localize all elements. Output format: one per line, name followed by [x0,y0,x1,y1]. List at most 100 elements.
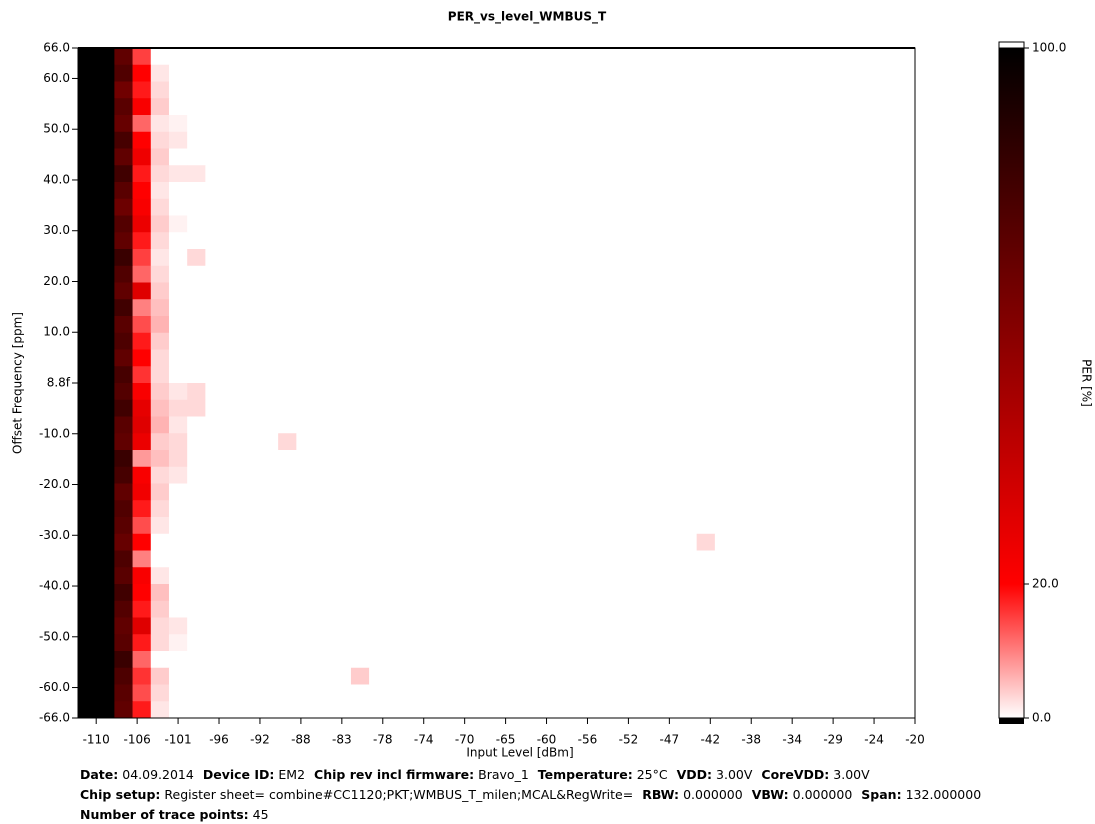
heatmap-cell [860,399,879,417]
heatmap-cell [132,466,152,484]
heatmap-cell [187,131,206,149]
heatmap-cell [587,433,606,451]
heatmap-cell [769,617,788,635]
heatmap-cell [96,567,115,585]
heatmap-cell [259,584,279,602]
heatmap-cell [605,316,625,334]
heatmap-cell [187,433,206,451]
heatmap-cell [78,165,97,183]
heatmap-cell [296,500,315,518]
heatmap-cell [569,500,588,518]
heatmap-cell [805,517,825,535]
heatmap-cell [387,433,406,451]
heatmap-cell [132,64,152,82]
heatmap-cell [605,366,625,384]
heatmap-cell [478,483,497,501]
heatmap-cell [787,399,807,417]
heatmap-cell [369,115,388,133]
heatmap-cell [805,299,825,317]
heatmap-cell [423,399,443,417]
heatmap-cell [824,567,843,585]
heatmap-cell [824,651,843,669]
heatmap-cell [878,533,898,551]
heatmap-cell [132,500,152,518]
heatmap-cell [733,349,752,367]
y-tick-label: 10.0 [43,325,70,339]
heatmap-cell [441,600,461,618]
heatmap-cell [350,600,370,618]
heatmap-cell [296,332,315,350]
heatmap-cell [369,651,388,669]
heatmap-cell [314,433,334,451]
heatmap-cell [78,517,97,535]
heatmap-cell [96,483,115,501]
heatmap-cell [569,349,588,367]
heatmap-cell [405,701,425,719]
heatmap-cell [733,550,752,568]
heatmap-cell [678,383,697,401]
heatmap-cell [205,701,224,719]
heatmap-cell [569,550,588,568]
heatmap-cell [78,701,97,719]
heatmap-cell [387,81,406,99]
heatmap-cell [369,98,388,116]
heatmap-cell [132,634,152,652]
heatmap-cell [78,399,97,417]
heatmap-cell [532,383,552,401]
heatmap-cell [896,483,916,501]
heatmap-cell [241,64,261,82]
heatmap-cell [278,299,297,317]
heatmap-cell [751,98,770,116]
heatmap-cell [660,651,679,669]
heatmap-cell [642,433,661,451]
heatmap-cell [132,299,152,317]
heatmap-cell [769,399,788,417]
heatmap-cell [78,232,97,250]
heatmap-cell [733,131,752,149]
heatmap-cell [405,533,425,551]
heatmap-cell [78,215,97,233]
heatmap-cell [587,600,606,618]
heatmap-cell [805,567,825,585]
heatmap-cell [587,667,606,685]
heatmap-cell [678,617,697,635]
heatmap-cell [460,450,479,468]
heatmap-cell [696,701,716,719]
heatmap-cell [205,148,224,166]
heatmap-cell [623,198,643,216]
heatmap-cell [241,567,261,585]
heatmap-cell [623,433,643,451]
heatmap-cell [805,64,825,82]
heatmap-cell [514,617,534,635]
heatmap-cell [78,600,97,618]
heatmap-cell [150,131,170,149]
heatmap-cell [132,416,152,434]
heatmap-cell [787,433,807,451]
heatmap-cell [696,416,716,434]
heatmap-cell [241,366,261,384]
heatmap-cell [569,332,588,350]
heatmap-cell [532,550,552,568]
heatmap-cell [96,600,115,618]
heatmap-cell [714,299,734,317]
heatmap-cell [642,64,661,82]
heatmap-cell [733,182,752,200]
heatmap-cell [168,115,188,133]
heatmap-cell [678,249,697,267]
heatmap-cell [751,500,770,518]
heatmap-cell [514,651,534,669]
heatmap-cell [405,617,425,635]
heatmap-cell [150,383,170,401]
heatmap-cell [787,265,807,283]
heatmap-cell [296,617,315,635]
heatmap-cell [514,349,534,367]
heatmap-cell [205,165,224,183]
heatmap-cell [769,282,788,300]
heatmap-cell [642,550,661,568]
heatmap-cell [551,567,570,585]
heatmap-cell [878,500,898,518]
heatmap-cell [205,282,224,300]
heatmap-cell [678,450,697,468]
heatmap-cell [896,399,916,417]
heatmap-cell [369,617,388,635]
